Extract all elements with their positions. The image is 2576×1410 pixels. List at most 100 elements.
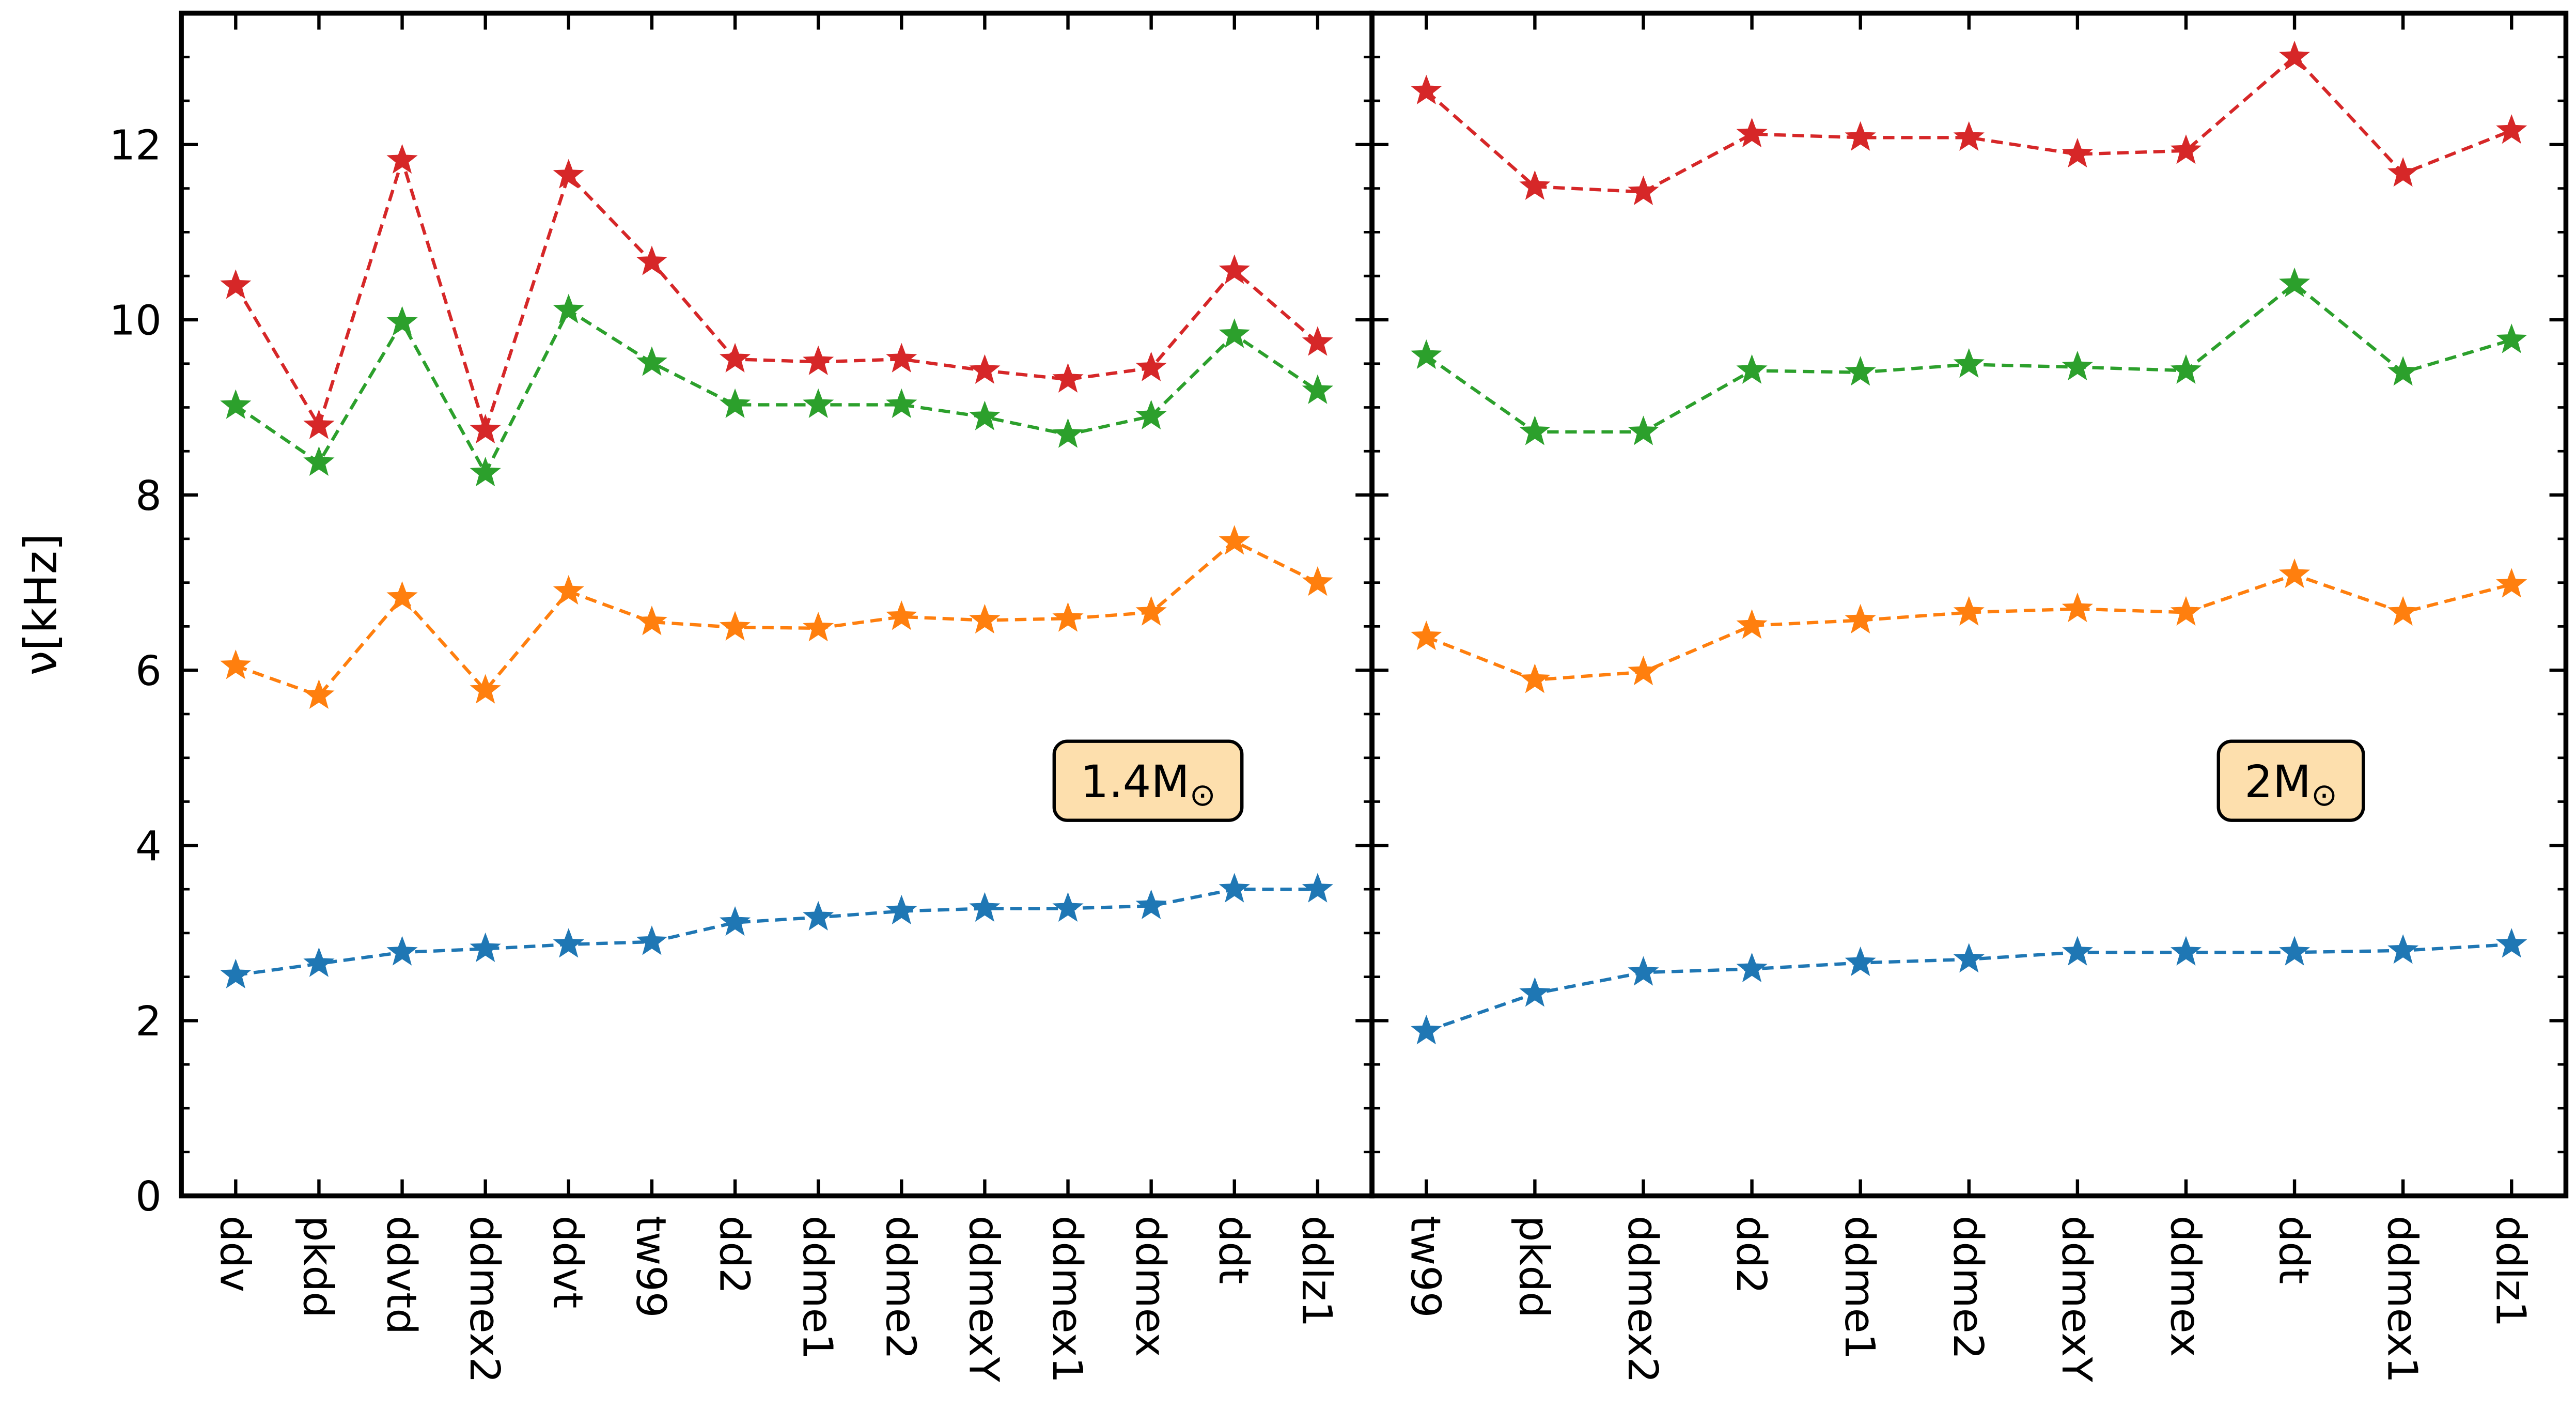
data-point-green	[303, 446, 335, 476]
data-point-orange	[1628, 655, 1659, 686]
data-point-orange	[1845, 603, 1876, 634]
series-line-green	[235, 307, 1319, 477]
data-point-green	[2387, 356, 2419, 386]
data-point-blue	[969, 892, 1001, 922]
x-tick-label: ddme2	[1944, 1216, 1992, 1360]
data-point-orange	[636, 606, 668, 636]
data-point-blue	[1736, 952, 1768, 983]
data-point-orange	[2170, 596, 2202, 626]
data-point-red	[220, 269, 252, 299]
x-tick-label: ddme1	[1836, 1216, 1884, 1360]
data-point-green	[719, 388, 751, 419]
data-point-orange	[1953, 596, 1985, 626]
data-point-blue	[1628, 956, 1659, 986]
data-point-green	[2278, 267, 2310, 298]
data-point-green	[220, 389, 252, 419]
data-point-orange	[803, 612, 834, 642]
data-point-green	[1411, 339, 1442, 369]
data-point-red	[1219, 254, 1250, 284]
data-point-red	[636, 245, 668, 275]
data-point-green	[969, 400, 1001, 430]
data-point-red	[969, 354, 1001, 384]
x-tick-label: tw99	[1402, 1216, 1450, 1318]
data-point-green	[2496, 323, 2527, 353]
data-point-red	[2387, 157, 2419, 187]
data-point-blue	[1411, 1015, 1442, 1045]
data-point-red	[1519, 170, 1551, 200]
y-tick-label: 6	[135, 647, 162, 695]
x-tick-label: ddme1	[793, 1216, 841, 1360]
x-tick-label: ddt	[1210, 1216, 1258, 1284]
data-point-green	[1519, 415, 1551, 445]
data-point-orange	[1052, 602, 1084, 632]
data-point-blue	[470, 932, 501, 962]
data-point-red	[303, 409, 335, 439]
data-point-red	[1135, 351, 1167, 381]
annotation-box	[2216, 739, 2365, 822]
x-tick-label: ddvtd	[378, 1216, 426, 1335]
data-point-green	[470, 457, 501, 487]
data-point-green	[386, 306, 418, 336]
data-point-orange	[220, 649, 252, 679]
data-point-blue	[1302, 873, 1333, 903]
data-point-red	[719, 343, 751, 373]
data-point-red	[1052, 363, 1084, 393]
x-tick-label: ddlz1	[2487, 1216, 2535, 1327]
data-point-orange	[2387, 596, 2419, 626]
data-point-blue	[1052, 892, 1084, 922]
data-point-orange	[553, 575, 584, 605]
x-tick-label: ddmex	[1127, 1216, 1175, 1357]
data-point-orange	[470, 674, 501, 704]
data-point-red	[2062, 137, 2093, 168]
data-point-blue	[386, 936, 418, 966]
data-point-blue	[1845, 946, 1876, 977]
data-point-red	[1845, 121, 1876, 151]
data-point-orange	[1219, 525, 1250, 555]
x-tick-label: ddmexY	[2053, 1216, 2101, 1383]
data-point-green	[1302, 374, 1333, 404]
data-point-red	[1953, 121, 1985, 151]
axes-frame	[1369, 10, 2569, 1199]
data-point-blue	[1219, 873, 1250, 903]
y-axis-label: ν[kHz]	[15, 534, 67, 676]
data-point-red	[886, 343, 917, 373]
data-point-orange	[1411, 621, 1442, 650]
data-point-green	[1135, 399, 1167, 430]
y-tick-label: 12	[109, 121, 161, 169]
data-point-orange	[1736, 609, 1768, 639]
data-point-orange	[2496, 568, 2527, 598]
data-point-orange	[969, 603, 1001, 634]
data-point-green	[1052, 418, 1084, 448]
data-point-orange	[1135, 596, 1167, 626]
data-point-orange	[1302, 566, 1333, 596]
data-point-green	[1845, 356, 1876, 386]
series-line-blue	[235, 887, 1318, 977]
x-tick-label: pkdd	[1510, 1216, 1558, 1318]
x-tick-label: ddme2	[877, 1216, 925, 1360]
data-point-red	[1302, 326, 1333, 356]
data-point-blue	[2170, 936, 2202, 966]
data-point-orange	[719, 611, 751, 641]
data-point-red	[803, 345, 834, 375]
data-point-green	[1953, 348, 1985, 378]
x-tick-label: ddt	[2270, 1216, 2318, 1284]
data-point-orange	[886, 600, 917, 630]
panel-2: tw99 pkdd ddmex2 dd2 ddme1 ddme2 ddmexY ddmex dd…	[1369, 10, 2569, 1383]
data-point-orange	[2062, 592, 2093, 623]
data-point-green	[803, 388, 834, 419]
y-tick-label: 4	[135, 822, 162, 870]
data-point-green	[2062, 350, 2093, 381]
data-point-blue	[1953, 943, 1985, 973]
y-tick-label: 10	[109, 297, 161, 345]
series-line-orange	[235, 539, 1319, 698]
data-point-green	[1219, 318, 1250, 348]
data-point-red	[2496, 114, 2527, 144]
x-tick-label: ddvt	[544, 1216, 592, 1309]
panel-1: 0 2 4 6 8 10 12 ddv pkdd ddvtd ddmex2 ddvt tw99 dd2 dd…	[109, 10, 1375, 1383]
data-point-blue	[553, 928, 584, 958]
data-point-green	[886, 388, 917, 419]
data-point-green	[1628, 415, 1659, 445]
x-tick-label: tw99	[627, 1216, 675, 1318]
x-tick-label: ddmex1	[2378, 1216, 2426, 1383]
